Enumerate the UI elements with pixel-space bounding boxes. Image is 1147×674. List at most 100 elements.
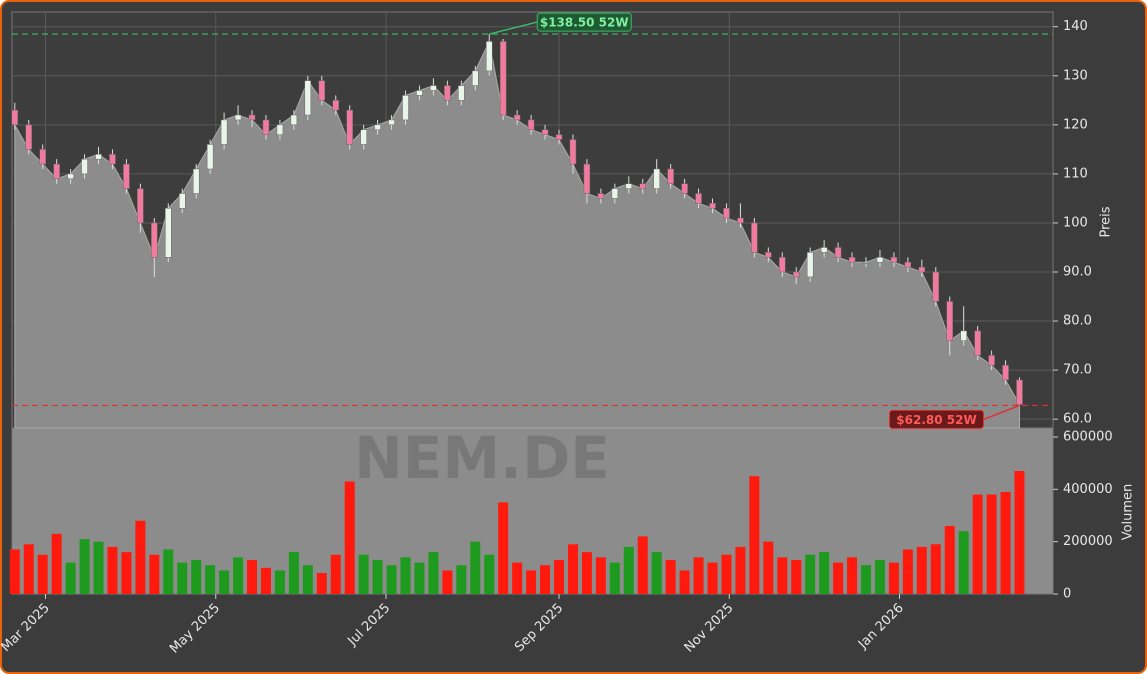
volume-tick-label: 600000 <box>1063 430 1113 445</box>
candle-body <box>95 154 102 160</box>
volume-bar <box>930 544 941 594</box>
volume-bar <box>121 552 132 594</box>
candle-body <box>416 90 423 96</box>
volume-bar <box>288 552 299 594</box>
volume-bar <box>735 546 746 594</box>
candle-body <box>290 114 298 126</box>
candle-body <box>653 168 660 189</box>
y-axis-label: Preis <box>1099 206 1114 237</box>
y-tick-label: 70.0 <box>1063 363 1092 378</box>
candle-body <box>206 144 214 170</box>
volume-bar <box>707 562 718 594</box>
volume-bar <box>554 559 565 594</box>
volume-bar <box>219 570 230 594</box>
candle-body <box>444 85 451 101</box>
volume-bar <box>986 494 997 594</box>
volume-bar <box>665 559 676 594</box>
volume-bar <box>358 554 369 594</box>
volume-bar <box>1000 491 1011 594</box>
candle-body <box>360 129 367 145</box>
candle-body <box>248 114 256 121</box>
candle-body <box>541 129 549 135</box>
candle-body <box>262 119 270 135</box>
volume-bar <box>37 554 48 594</box>
candle-body <box>751 222 758 253</box>
volume-bar <box>177 562 188 594</box>
candle-body <box>876 257 884 263</box>
volume-bar <box>247 559 258 594</box>
candle-body <box>848 257 856 263</box>
volume-bar <box>260 567 271 594</box>
volume-bar <box>888 562 899 594</box>
candle-body <box>11 109 19 126</box>
volume-bar <box>51 533 62 594</box>
volume-bar <box>400 557 411 594</box>
volume-bar <box>581 552 592 594</box>
volume-bar <box>777 557 788 594</box>
volume-bar <box>609 562 620 594</box>
volume-bar <box>302 565 313 594</box>
volume-bar <box>9 549 20 594</box>
annotation-arrow <box>983 404 1020 421</box>
y-tick-label: 130 <box>1063 68 1088 83</box>
y-tick-label: 80.0 <box>1063 314 1092 329</box>
volume-bar <box>902 549 913 594</box>
volume-bar <box>805 554 816 594</box>
annotation-box <box>536 12 632 32</box>
volume-bar <box>958 531 969 594</box>
candle-body <box>430 85 437 91</box>
volume-bar <box>540 565 551 594</box>
volume-bar <box>763 541 774 594</box>
candle-body <box>81 158 88 175</box>
candle-body <box>39 149 46 165</box>
volume-axis-label: Volumen <box>1121 484 1136 541</box>
candle-body <box>737 217 744 224</box>
candle-body <box>611 188 619 199</box>
candle-body <box>165 207 172 258</box>
volume-bar <box>972 494 983 594</box>
candle-body <box>820 247 828 253</box>
candle-body <box>918 266 926 273</box>
candle-body <box>402 95 409 121</box>
candle-body <box>513 114 521 121</box>
volume-bar <box>344 481 355 594</box>
volume-bar <box>944 525 955 594</box>
volume-bar <box>205 565 216 594</box>
volume-bar <box>595 557 606 594</box>
candle-body <box>220 119 228 145</box>
volume-bar <box>456 565 467 594</box>
volume-bar <box>833 562 844 594</box>
volume-bar <box>233 557 244 594</box>
volume-bar <box>93 541 104 594</box>
volume-bar <box>372 559 383 594</box>
volume-bar <box>623 546 634 594</box>
candle-body <box>709 203 716 209</box>
candle-body <box>499 41 507 116</box>
candle-body <box>723 207 730 219</box>
volume-bar <box>693 557 704 594</box>
candle-body <box>123 163 130 189</box>
y-tick-label: 110 <box>1063 166 1088 181</box>
annotation-label: $62.80 52W <box>896 413 976 427</box>
candle-body <box>178 193 186 209</box>
candle-body <box>485 41 493 72</box>
volume-bar <box>65 562 76 594</box>
candle-body <box>276 124 284 135</box>
candle-body <box>332 100 339 111</box>
candle-body <box>974 330 981 356</box>
candle-body <box>583 163 591 194</box>
volume-bar <box>791 559 802 594</box>
volume-bar <box>498 502 509 594</box>
volume-bar <box>191 559 202 594</box>
candle-body <box>946 301 953 341</box>
volume-bar <box>274 570 285 594</box>
candle-body <box>374 124 381 130</box>
candle-body <box>53 163 60 180</box>
candle-body <box>192 168 200 194</box>
volume-bar <box>512 562 523 594</box>
volume-bar <box>135 520 146 594</box>
candle-body <box>527 119 535 130</box>
candle-body <box>472 70 479 86</box>
volume-bar <box>428 552 439 594</box>
